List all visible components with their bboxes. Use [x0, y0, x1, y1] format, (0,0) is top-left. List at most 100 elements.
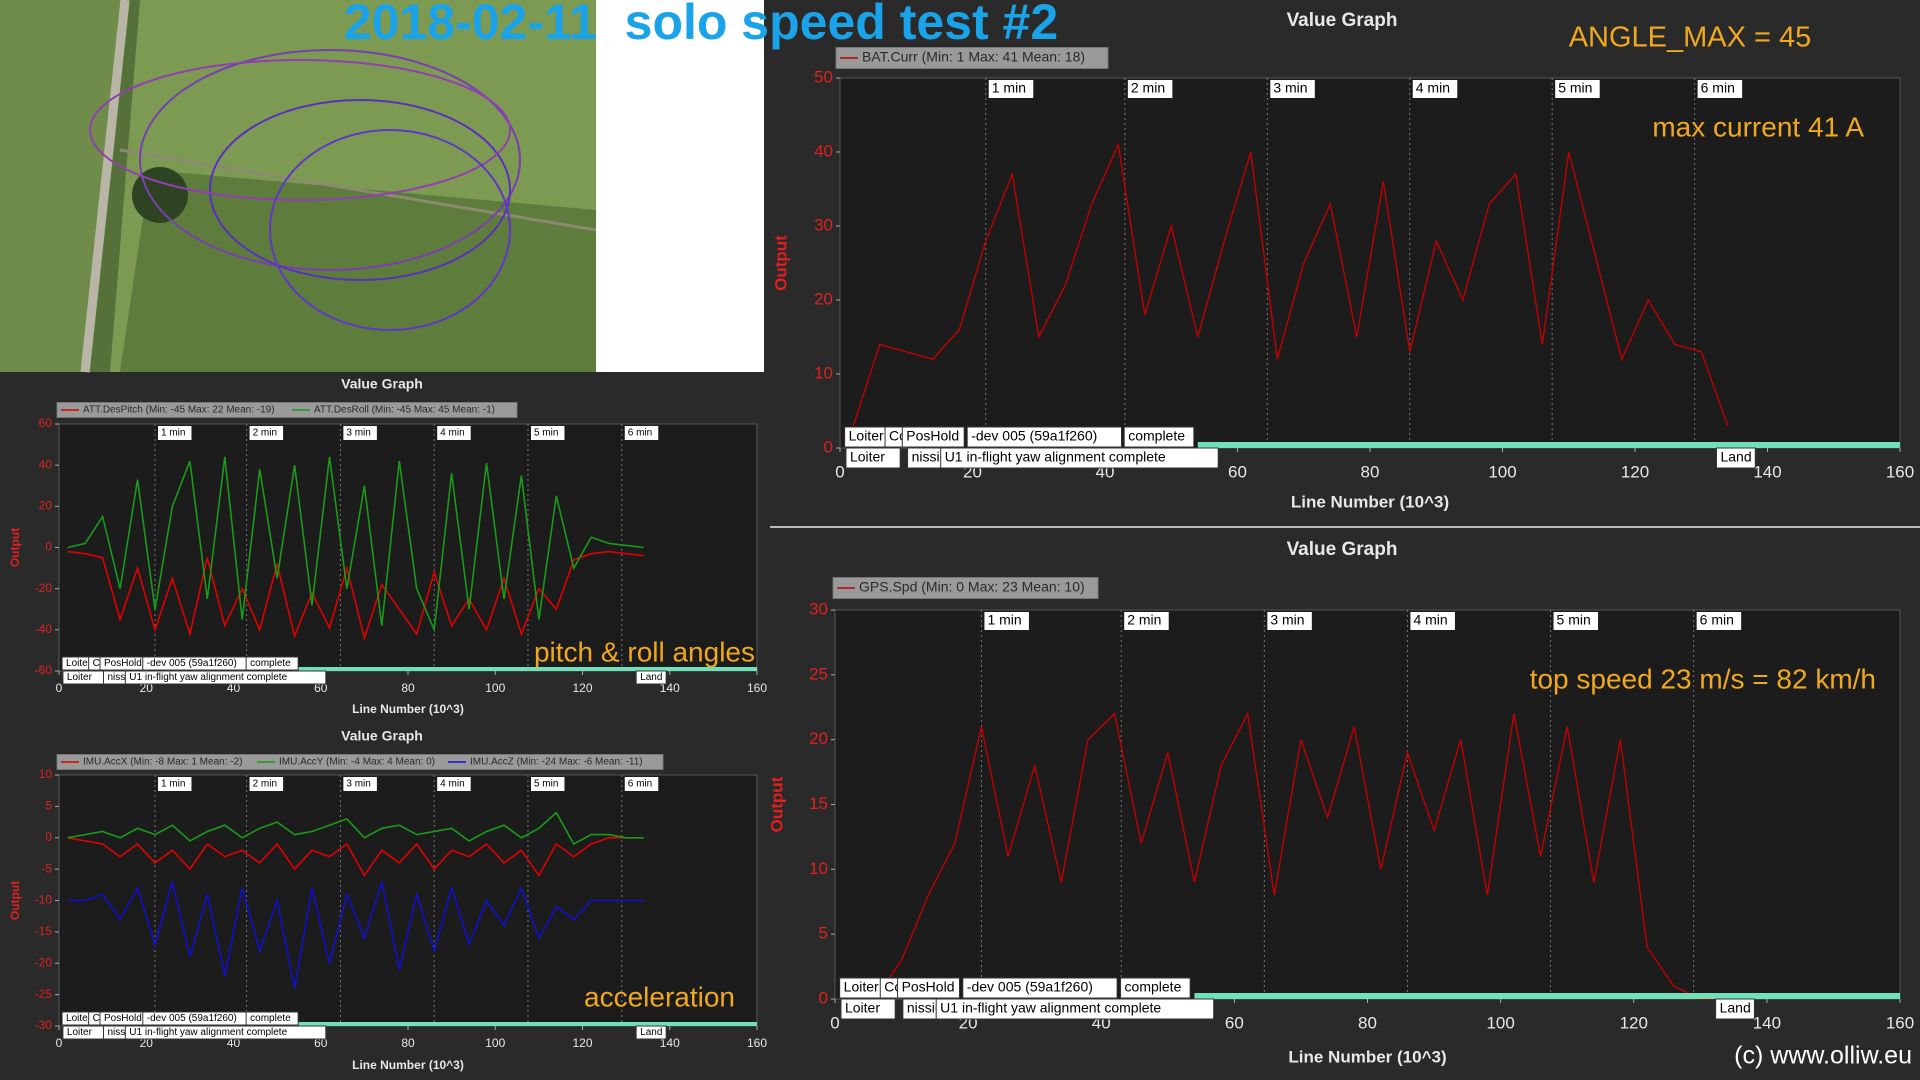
event-label: Cc	[93, 1013, 105, 1024]
map-tree	[132, 167, 188, 223]
minute-box	[1127, 80, 1173, 98]
minute-box	[1412, 80, 1458, 98]
x-tick-label: 20	[140, 1036, 154, 1050]
event-box	[1715, 447, 1756, 469]
plot-area	[58, 423, 758, 672]
minute-box	[437, 426, 471, 440]
x-tick-label: 60	[314, 1036, 328, 1050]
angle-note: ANGLE_MAX = 45	[1569, 22, 1812, 54]
y-tick-label: -5	[41, 861, 52, 875]
minute-box	[1555, 80, 1600, 98]
y-tick-label: -20	[35, 955, 53, 969]
minute-box	[1553, 612, 1599, 630]
flight-path	[269, 129, 511, 331]
minute-box	[624, 426, 659, 440]
x-tick-label: 40	[227, 1036, 241, 1050]
data-line	[67, 456, 644, 633]
x-tick-label: 0	[835, 462, 844, 481]
event-box	[245, 1011, 299, 1026]
event-box	[1123, 426, 1195, 448]
minute-box	[343, 777, 377, 791]
event-label: complete	[250, 658, 291, 669]
data-line	[67, 811, 644, 846]
y-axis-label: Output	[767, 776, 786, 832]
event-label: Land	[640, 1027, 662, 1038]
y-tick-label: -40	[35, 622, 53, 636]
y-tick-label: 60	[39, 416, 53, 430]
chart-title: Value Graph	[341, 376, 423, 392]
event-label: nission	[107, 1027, 138, 1038]
event-box	[935, 998, 1215, 1020]
flight-path	[89, 59, 511, 201]
x-tick-label: 100	[485, 1036, 505, 1050]
legend-box	[56, 402, 518, 418]
x-tick-label: 80	[1361, 462, 1380, 481]
event-label: -dev 005 (59a1f260)	[147, 1013, 237, 1024]
event-label: Loiter	[67, 672, 93, 683]
event-box	[845, 447, 901, 469]
x-tick-label: 140	[1753, 462, 1781, 481]
x-tick-label: 100	[1488, 462, 1516, 481]
y-tick-label: 0	[824, 437, 833, 456]
minute-label: 4 min	[1413, 612, 1447, 628]
chart-title: Value Graph	[1287, 539, 1398, 560]
data-line	[67, 881, 644, 989]
event-box	[245, 656, 299, 671]
x-tick-label: 40	[227, 681, 241, 695]
minute-label: 2 min	[253, 428, 277, 439]
x-tick-label: 80	[1358, 1013, 1377, 1032]
minute-label: 4 min	[440, 779, 464, 790]
event-label: complete	[1128, 428, 1185, 444]
x-tick-label: 100	[485, 681, 505, 695]
event-box	[962, 977, 1118, 999]
y-axis-label: Output	[8, 881, 22, 920]
annotation: top speed 23 m/s = 82 km/h	[1530, 663, 1876, 694]
event-box	[635, 670, 667, 685]
minute-label: 3 min	[1270, 612, 1304, 628]
minute-label: 4 min	[1416, 80, 1450, 96]
minute-box	[437, 777, 471, 791]
x-axis-label: Line Number (10^3)	[1288, 1047, 1446, 1066]
event-box	[966, 426, 1123, 448]
y-tick-label: 10	[809, 859, 828, 878]
map-road	[119, 148, 597, 232]
y-tick-label: 5	[45, 799, 52, 813]
x-tick-label: 120	[572, 1036, 592, 1050]
y-tick-label: 20	[809, 729, 828, 748]
y-tick-label: 50	[814, 67, 833, 86]
minute-label: 6 min	[628, 428, 652, 439]
minute-box	[530, 777, 565, 791]
chart-title: Value Graph	[341, 728, 423, 744]
event-box	[124, 1025, 327, 1040]
y-tick-label: 10	[814, 363, 833, 382]
x-tick-label: 120	[572, 681, 592, 695]
minute-box	[1270, 80, 1315, 98]
event-label: U1 in-flight yaw alignment complete	[129, 1027, 287, 1038]
flight-path	[209, 99, 511, 281]
legend-label: ATT.DesRoll (Min: -45 Max: 45 Mean: -1)	[314, 405, 495, 416]
event-label: Land	[1720, 1000, 1751, 1016]
x-tick-label: 0	[56, 681, 63, 695]
minute-box	[624, 777, 659, 791]
blank-area	[596, 0, 764, 372]
event-box	[901, 426, 965, 448]
x-tick-label: 0	[56, 1036, 63, 1050]
legend-box	[56, 754, 664, 770]
y-axis-label: Output	[8, 528, 22, 567]
x-axis-label: Line Number (10^3)	[352, 1058, 464, 1072]
x-tick-label: 140	[1753, 1013, 1781, 1032]
legend-label: BAT.Curr (Min: 1 Max: 41 Mean: 18)	[862, 49, 1085, 65]
x-tick-label: 20	[140, 681, 154, 695]
mode-bar	[1194, 993, 1900, 999]
legend-box	[835, 47, 1109, 69]
legend-label: IMU.AccZ (Min: -24 Max: -6 Mean: -11)	[470, 757, 643, 768]
x-tick-label: 120	[1621, 462, 1649, 481]
minute-label: 6 min	[628, 779, 652, 790]
map-field	[120, 170, 596, 372]
x-tick-label: 160	[1886, 462, 1914, 481]
event-label: PosHold	[104, 658, 142, 669]
y-tick-label: 30	[809, 599, 828, 618]
minute-label: 5 min	[534, 779, 558, 790]
event-box	[897, 977, 960, 999]
